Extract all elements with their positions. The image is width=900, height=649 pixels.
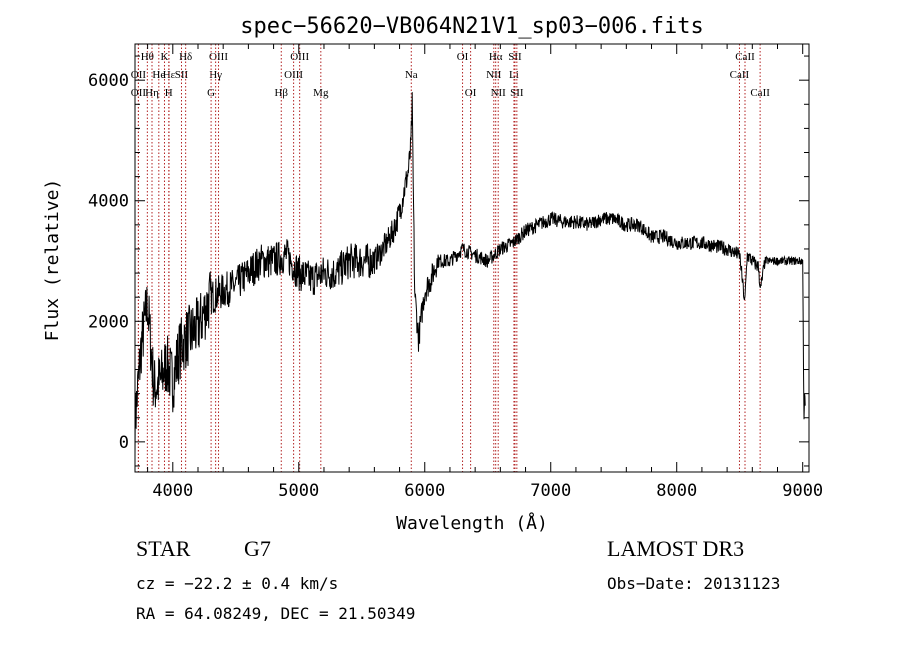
line-marker-label: He (152, 69, 165, 81)
line-marker-label: SII (175, 69, 189, 81)
line-marker-label: OIII (290, 51, 309, 63)
line-marker-label: Hη (145, 87, 159, 99)
observation-date: Obs−Date: 20131123 (607, 574, 781, 593)
x-tick-label: 4000 (152, 481, 193, 501)
redshift-value: cz = −22.2 ± 0.4 km/s (136, 574, 339, 593)
line-marker-label: Mg (313, 87, 329, 99)
x-tick-label: 7000 (530, 481, 571, 501)
y-tick-label: 4000 (88, 192, 129, 212)
x-tick-label: 6000 (404, 481, 445, 501)
y-tick-label: 6000 (88, 71, 129, 91)
line-marker-label: OI (457, 51, 469, 63)
line-marker-label: SII (508, 51, 522, 63)
chart-title: spec−56620−VB064N21V1_sp03−006.fits (240, 14, 704, 39)
line-marker-label: NII (486, 69, 502, 81)
line-marker-label: Hα (489, 51, 503, 63)
line-marker-label: OIII (209, 51, 228, 63)
y-tick-label: 2000 (88, 312, 129, 332)
line-marker-label: Li (509, 69, 519, 81)
x-tick-label: 9000 (782, 481, 823, 501)
coordinates: RA = 64.08249, DEC = 21.50349 (136, 604, 416, 623)
line-marker-label: CaII (730, 69, 750, 81)
line-marker-label: Hθ (141, 51, 154, 63)
x-tick-label: 8000 (656, 481, 697, 501)
x-tick-label: 5000 (278, 481, 319, 501)
line-marker-label: OI (465, 87, 477, 99)
series-flux-line (134, 92, 806, 456)
line-marker-label: Hδ (179, 51, 192, 63)
object-class: STAR (136, 536, 191, 561)
line-marker-label: CaII (735, 51, 755, 63)
y-axis-label: Flux (relative) (42, 179, 63, 342)
series-layer (134, 92, 806, 456)
x-axis-label: Wavelength (Å) (396, 512, 548, 534)
axis-ticks: 4000 5000 6000 7000 8000 9000 0 2000 4000 6000 (88, 44, 823, 501)
y-tick-label: 0 (119, 433, 129, 453)
object-subclass: G7 (244, 536, 271, 561)
line-marker-label: OIII (284, 69, 303, 81)
plot-frame (134, 43, 810, 473)
line-marker-label: G (207, 87, 215, 99)
line-marker-label: OII (131, 87, 147, 99)
line-marker-label: Hγ (209, 69, 222, 81)
line-marker-label: Na (405, 69, 418, 81)
line-marker-label: Hβ (274, 87, 288, 99)
line-marker-label: Hε (163, 69, 176, 81)
line-marker-label: CaII (750, 87, 770, 99)
survey-name: LAMOST DR3 (607, 536, 745, 561)
line-marker-label: NII (491, 87, 507, 99)
line-marker-label: K (161, 51, 169, 63)
line-marker-label: SII (510, 87, 524, 99)
line-marker-label: H (165, 87, 173, 99)
